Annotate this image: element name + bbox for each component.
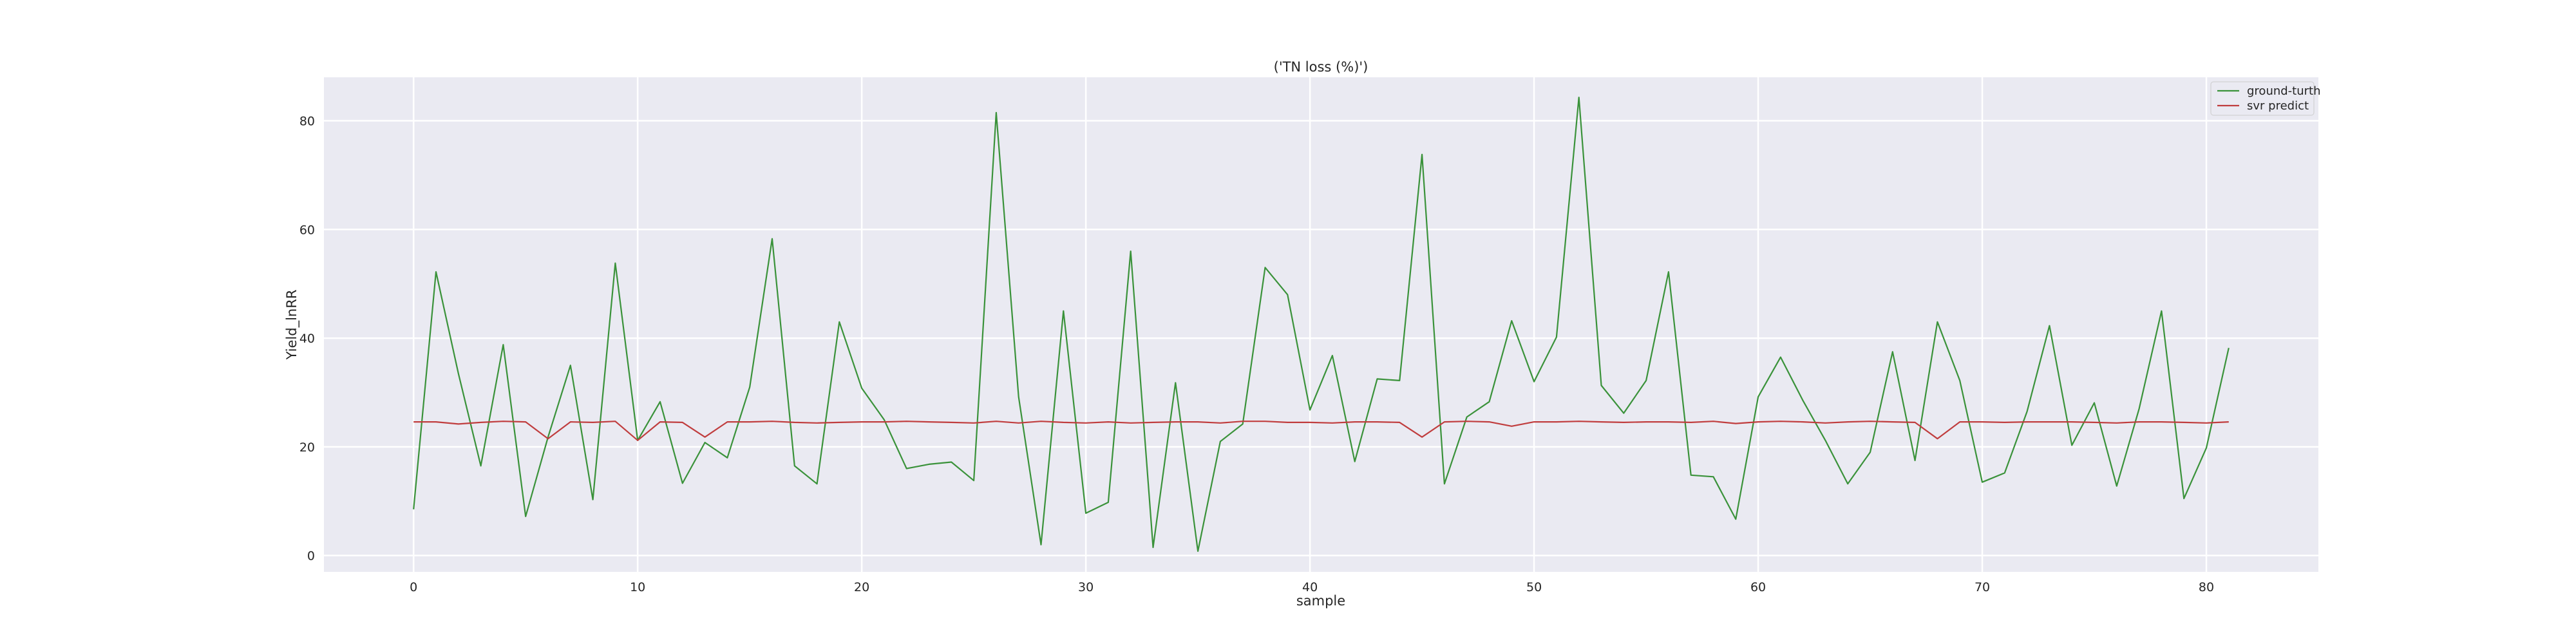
legend: ground-turth svr predict <box>2210 81 2321 116</box>
x-tick-label: 80 <box>2199 580 2214 594</box>
chart-title: ('TN loss (%)') <box>1274 59 1368 75</box>
x-axis-label: sample <box>1296 593 1345 609</box>
y-tick-label: 40 <box>299 332 315 346</box>
series-line-ground-turth <box>413 97 2230 553</box>
plot-background <box>324 77 2318 572</box>
y-tick-label: 0 <box>307 549 315 564</box>
y-axis-label: Yield_lnRR <box>284 290 300 361</box>
series-lines <box>413 97 2230 553</box>
x-tick-label: 10 <box>630 580 645 594</box>
y-tick-label: 60 <box>299 223 315 237</box>
y-tick-label: 20 <box>299 440 315 455</box>
y-tick-label: 80 <box>299 115 315 129</box>
x-tick-labels: 0 10 20 30 40 50 60 70 80 <box>410 580 2214 594</box>
legend-label-ground-turth: ground-turth <box>2247 84 2321 98</box>
x-tick-label: 30 <box>1078 580 1094 594</box>
x-tick-label: 20 <box>854 580 869 594</box>
series-line-svr-predict <box>413 421 2229 441</box>
gridlines <box>324 77 2318 572</box>
x-tick-label: 0 <box>410 580 417 594</box>
x-tick-label: 50 <box>1526 580 1542 594</box>
x-tick-label: 40 <box>1302 580 1318 594</box>
x-tick-label: 60 <box>1750 580 1766 594</box>
y-tick-labels: 0 20 40 60 80 <box>299 115 315 564</box>
legend-label-svr-predict: svr predict <box>2247 99 2309 113</box>
x-tick-label: 70 <box>1975 580 1990 594</box>
